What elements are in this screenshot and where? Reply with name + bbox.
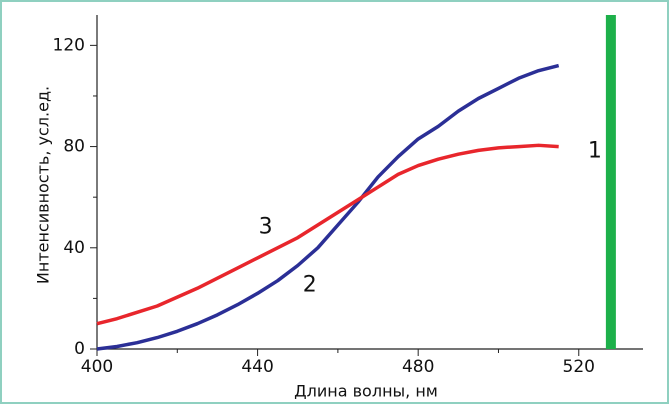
line	[96, 63, 560, 351]
series-label: 3	[259, 215, 273, 240]
bar	[605, 15, 616, 349]
y-tick-label: 120	[53, 35, 85, 55]
y-tick-label: 40	[63, 238, 85, 258]
y-tick-label: 0	[74, 339, 85, 359]
y-tick-label: 80	[63, 137, 85, 157]
y-axis-label: Интенсивность, усл.ед.	[34, 86, 53, 284]
x-axis-label: Длина волны, нм	[294, 382, 438, 401]
x-tick-label: 480	[402, 357, 434, 377]
x-tick-label: 400	[81, 357, 113, 377]
x-tick-label: 520	[563, 357, 595, 377]
line	[96, 143, 559, 326]
series-label: 2	[303, 273, 317, 298]
bar-label: 1	[588, 139, 602, 164]
x-tick-label: 440	[241, 357, 273, 377]
